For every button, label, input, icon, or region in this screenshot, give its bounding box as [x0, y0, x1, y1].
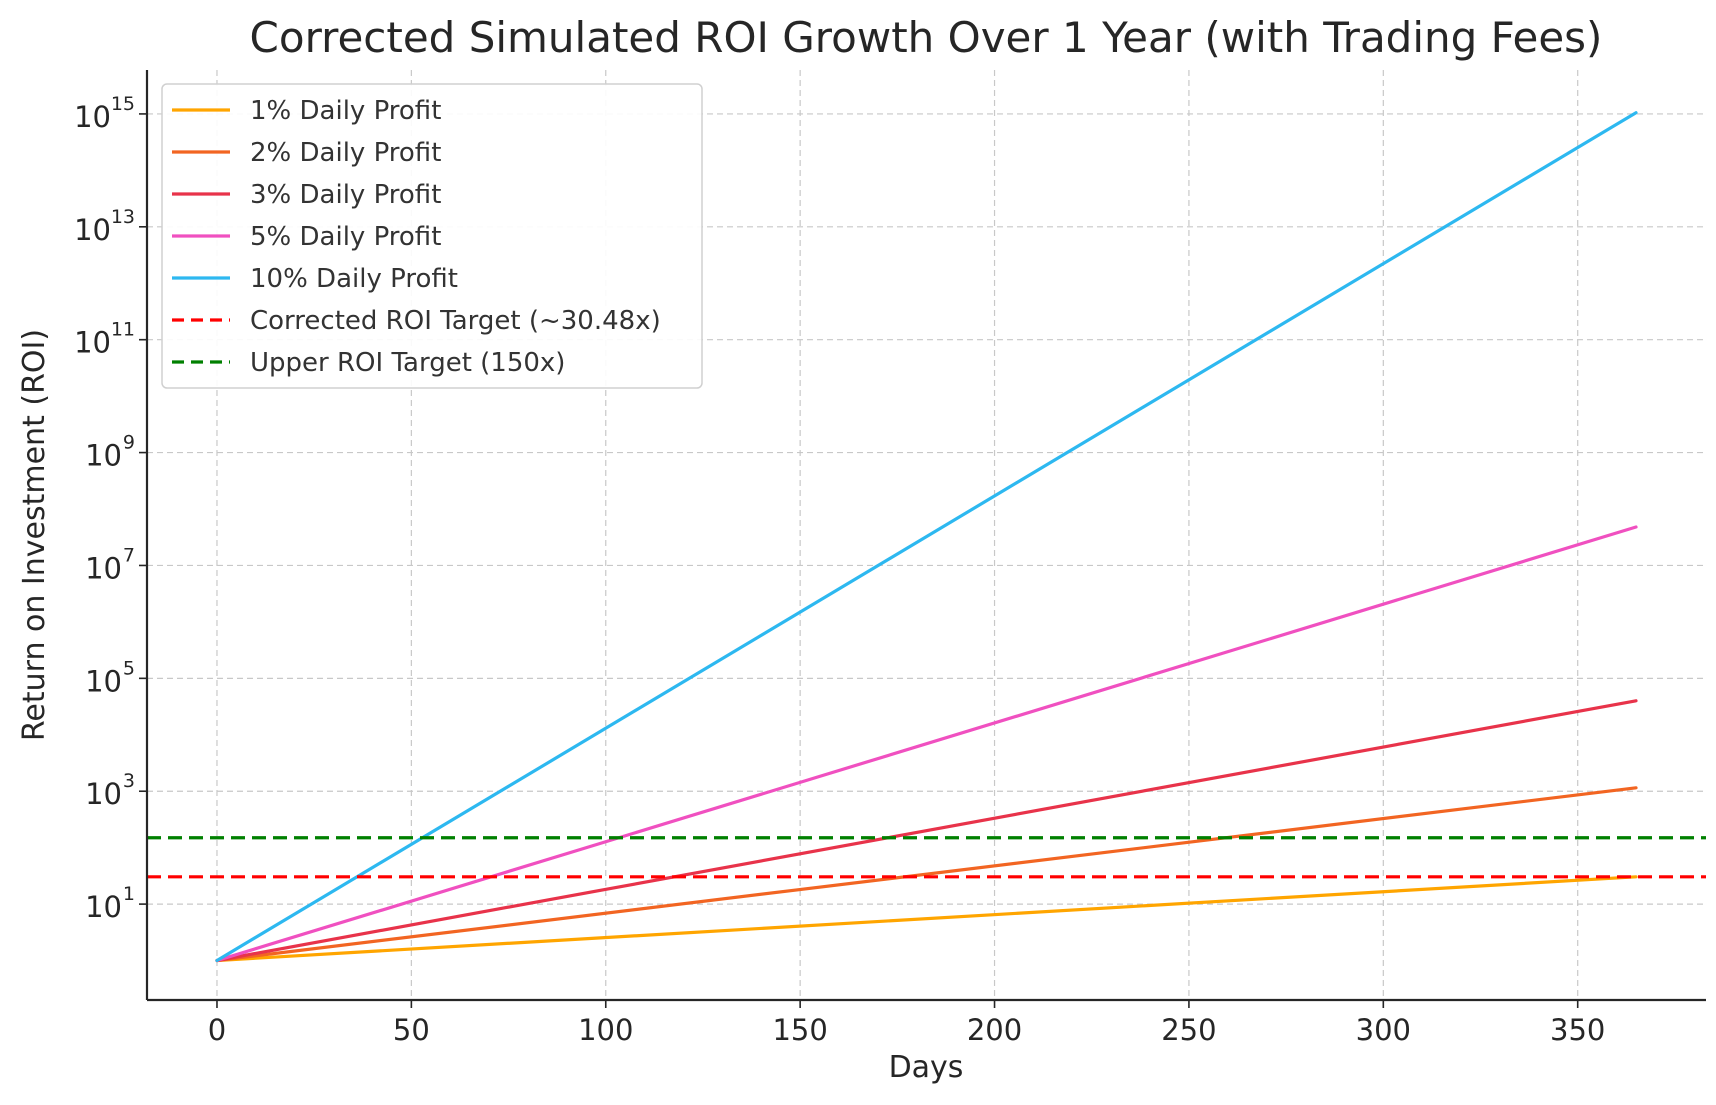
y-tick-label: 510 [85, 657, 135, 698]
y-tick-base: 10 [85, 551, 122, 585]
legend-label: 5% Daily Profit [250, 222, 441, 252]
y-tick-exponent: 13 [111, 206, 135, 228]
legend-box [161, 83, 703, 389]
axes-layer [145, 70, 1706, 1002]
legend-entry: Corrected ROI Target (~30.48x) [172, 306, 661, 336]
y-tick-base: 10 [85, 890, 122, 924]
legend-label: Corrected ROI Target (~30.48x) [250, 306, 661, 336]
legend-label: 10% Daily Profit [250, 264, 458, 294]
legend-label: 1% Daily Profit [250, 96, 441, 126]
series-line-3 [215, 525, 1638, 963]
y-tick-label: 110 [85, 883, 135, 924]
legend-entry: 2% Daily Profit [172, 138, 441, 168]
y-tick-base: 10 [85, 664, 122, 698]
y-tick-exponent: 9 [123, 432, 135, 454]
ticks-layer: 0 50 100 150 200 250 300 3501103105107109101110… [74, 93, 1605, 1047]
x-tick-label: 150 [772, 1013, 827, 1047]
legend-entry: 10% Daily Profit [172, 264, 458, 294]
x-tick-label: 100 [578, 1013, 633, 1047]
y-tick-base: 10 [74, 213, 111, 247]
y-tick-exponent: 3 [123, 770, 135, 792]
legend-entry: 3% Daily Profit [172, 180, 441, 210]
series-line-2 [215, 699, 1638, 963]
x-tick-label: 250 [1161, 1013, 1216, 1047]
y-tick-label: 310 [85, 770, 135, 811]
series-line-0 [215, 875, 1638, 963]
x-axis-label: Days [889, 1050, 964, 1085]
lines-layer [147, 111, 1706, 963]
legend-entry: Upper ROI Target (150x) [172, 348, 565, 378]
legend-label: 3% Daily Profit [250, 180, 441, 210]
y-tick-base: 10 [74, 326, 111, 360]
legend: 1% Daily Profit 2% Daily Profit 3% Daily P… [161, 83, 703, 389]
legend-label: 2% Daily Profit [250, 138, 441, 168]
y-tick-exponent: 1 [123, 883, 135, 905]
series-line-4 [215, 111, 1638, 963]
y-tick-exponent: 5 [123, 657, 135, 679]
y-tick-exponent: 15 [111, 93, 135, 115]
x-tick-label: 350 [1550, 1013, 1605, 1047]
legend-entry: 5% Daily Profit [172, 222, 441, 252]
x-tick-label: 0 [208, 1013, 226, 1047]
y-tick-label: 710 [85, 544, 135, 585]
y-tick-label: 910 [85, 432, 135, 473]
x-tick-label: 50 [393, 1013, 430, 1047]
x-tick-label: 300 [1356, 1013, 1411, 1047]
y-tick-base: 10 [74, 100, 111, 134]
y-tick-exponent: 7 [123, 544, 135, 566]
x-tick-label: 200 [967, 1013, 1022, 1047]
y-tick-exponent: 11 [111, 319, 135, 341]
y-tick-base: 10 [85, 777, 122, 811]
legend-entry: 1% Daily Profit [172, 96, 441, 126]
legend-label: Upper ROI Target (150x) [250, 348, 565, 378]
chart-title: Corrected Simulated ROI Growth Over 1 Ye… [250, 13, 1603, 62]
y-axis-label: Return on Investment (ROI) [17, 329, 52, 741]
y-tick-base: 10 [85, 439, 122, 473]
series-line-1 [215, 786, 1638, 963]
